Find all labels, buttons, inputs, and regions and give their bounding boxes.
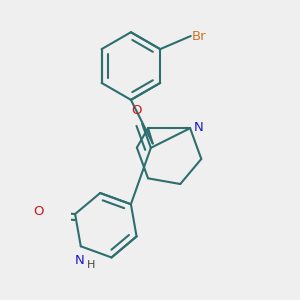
Text: N: N [194, 121, 203, 134]
Text: Br: Br [192, 29, 206, 43]
Text: H: H [87, 260, 96, 271]
Text: O: O [131, 104, 142, 117]
Text: N: N [75, 254, 85, 267]
Text: O: O [33, 206, 44, 218]
